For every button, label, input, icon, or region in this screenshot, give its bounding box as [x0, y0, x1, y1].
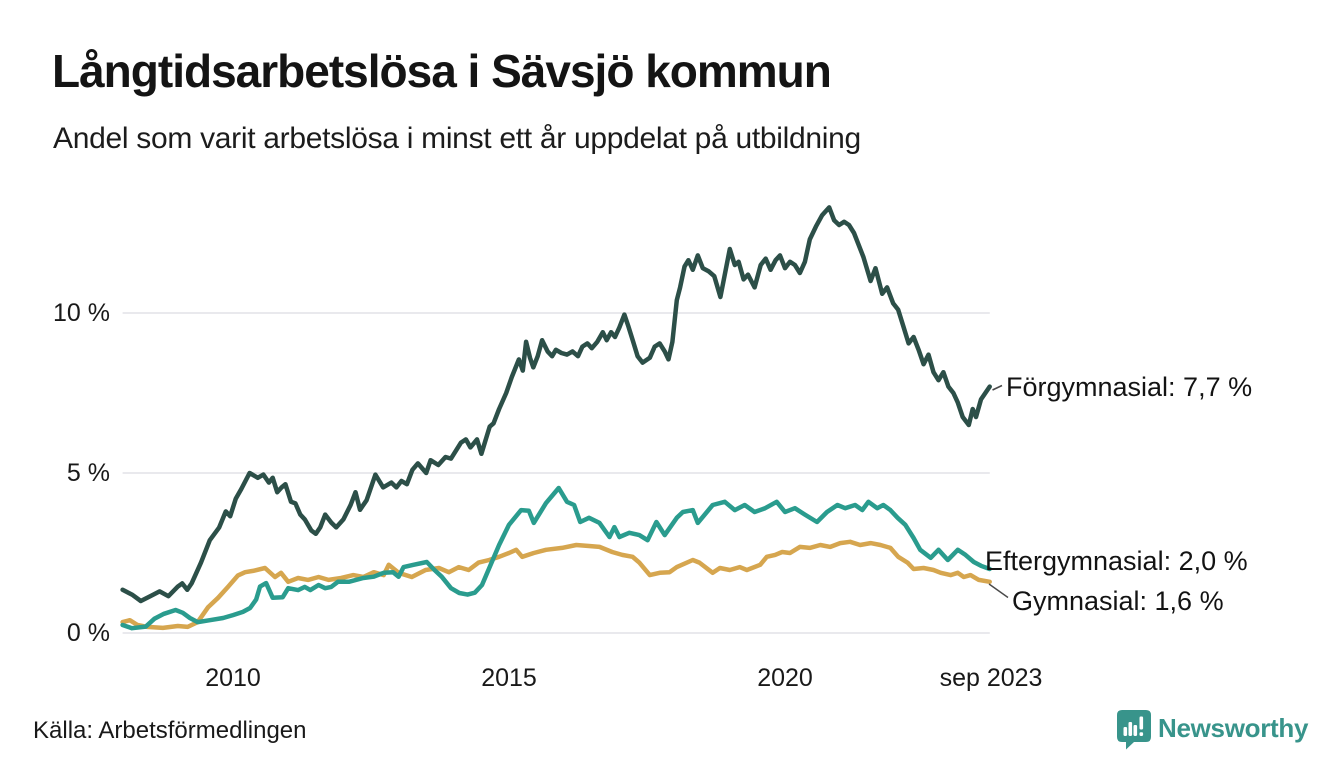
logo-bar-mid [1133, 725, 1138, 736]
x-axis-tick-2020: 2020 [757, 664, 813, 692]
line-eftergymnasial [120, 485, 992, 631]
series-label-gymnasial: Gymnasial: 1,6 % [1012, 586, 1224, 616]
logo-exclamation-bar [1139, 716, 1144, 730]
y-axis-tick-5: 5 % [66, 459, 110, 487]
x-axis-tick-sep-2023: sep 2023 [939, 664, 1043, 692]
y-axis-tick-0: 0 % [66, 619, 110, 647]
series-label-eftergymnasial: Eftergymnasial: 2,0 % [985, 546, 1248, 576]
newsworthy-logo: Newsworthy [1117, 710, 1308, 751]
x-axis-tick-2010: 2010 [205, 664, 261, 692]
logo-exclamation-dot [1139, 732, 1144, 736]
label-connector-gymnasial [988, 583, 1009, 599]
chart-subtitle: Andel som varit arbetslösa i minst ett å… [53, 122, 861, 155]
series-label-forgymnasial: Förgymnasial: 7,7 % [1006, 372, 1253, 402]
newsworthy-icon [1117, 710, 1151, 750]
newsworthy-wordmark: Newsworthy [1158, 713, 1309, 743]
label-connector-forgymnasial [992, 384, 1003, 391]
line-gymnasial [120, 539, 992, 631]
line-forgymnasial [120, 205, 992, 604]
source-note: Källa: Arbetsförmedlingen [33, 717, 307, 744]
x-axis-tick-2015: 2015 [481, 664, 537, 692]
page-title: Långtidsarbetslösa i Sävsjö kommun [52, 45, 832, 97]
logo-bar-tall [1128, 722, 1133, 736]
y-axis-tick-10: 10 % [53, 299, 110, 327]
logo-bar-small [1123, 727, 1128, 736]
